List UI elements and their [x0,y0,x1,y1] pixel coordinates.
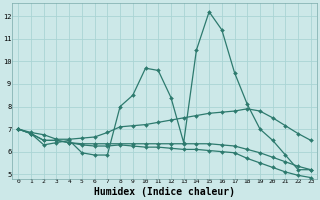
X-axis label: Humidex (Indice chaleur): Humidex (Indice chaleur) [94,187,235,197]
